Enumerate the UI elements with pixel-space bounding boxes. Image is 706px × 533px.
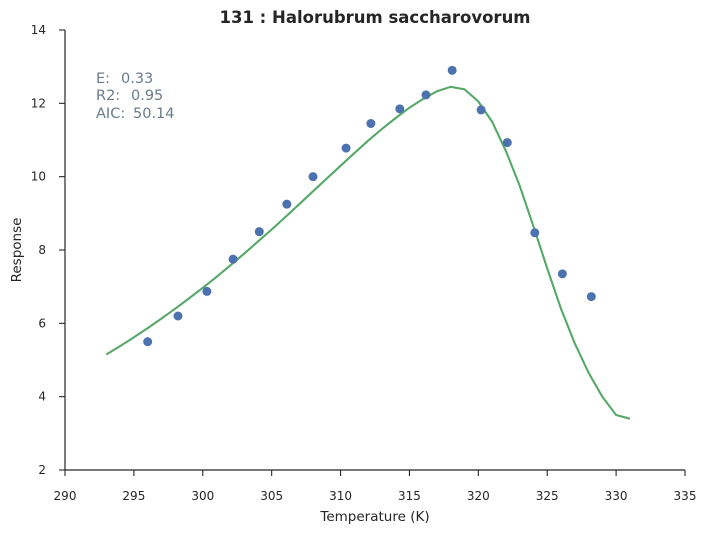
stat-aic-label: AIC: <box>96 106 125 122</box>
fit-curve <box>105 85 631 420</box>
x-tick-label: 325 <box>536 489 559 503</box>
stat-aic-value: 50.14 <box>133 106 175 122</box>
data-point <box>586 292 596 302</box>
y-tick-label: 8 <box>38 243 46 257</box>
y-tick-label: 2 <box>38 463 46 477</box>
data-point <box>447 65 457 75</box>
x-tick-label: 295 <box>122 489 145 503</box>
x-tick-label: 300 <box>191 489 214 503</box>
stat-e-value: 0.33 <box>121 71 153 87</box>
fit-statistics: E: 0.33 R2: 0.95 AIC: 50.14 <box>96 71 175 122</box>
x-ticks: 290 295 300 305 310 315 320 325 330 335 <box>54 470 697 503</box>
data-point <box>395 104 405 114</box>
stat-aic: AIC: 50.14 <box>96 106 175 122</box>
x-tick-label: 310 <box>329 489 352 503</box>
y-tick-label: 6 <box>38 316 46 330</box>
y-ticks: 2 4 6 8 10 12 14 <box>31 23 65 477</box>
data-point <box>557 269 567 279</box>
stat-e-label: E: <box>96 71 110 87</box>
data-point <box>282 199 292 209</box>
data-point <box>308 172 318 182</box>
stat-r2-label: R2: <box>96 88 120 104</box>
y-tick-label: 4 <box>38 390 46 404</box>
data-point <box>173 311 183 321</box>
x-tick-label: 315 <box>398 489 421 503</box>
data-point <box>530 228 540 238</box>
y-axis-title: Response <box>9 218 25 283</box>
x-tick-label: 330 <box>605 489 628 503</box>
y-tick-label: 14 <box>31 23 46 37</box>
data-point <box>341 143 351 153</box>
data-point <box>254 227 264 237</box>
stat-r2-value: 0.95 <box>131 88 163 104</box>
y-tick-label: 12 <box>31 96 46 110</box>
data-points <box>143 65 596 347</box>
data-point <box>202 286 212 296</box>
data-point <box>143 337 153 347</box>
x-tick-label: 320 <box>467 489 490 503</box>
data-point <box>228 254 238 264</box>
x-axis-title: Temperature (K) <box>319 509 429 525</box>
data-point <box>502 138 512 148</box>
chart-title: 131 : Halorubrum saccharovorum <box>219 8 530 27</box>
x-tick-label: 335 <box>674 489 697 503</box>
data-point <box>366 119 376 128</box>
stat-e: E: 0.33 <box>96 71 153 87</box>
data-point <box>476 105 486 115</box>
data-point <box>421 90 431 100</box>
x-tick-label: 305 <box>260 489 283 503</box>
x-tick-label: 290 <box>54 489 77 503</box>
stat-r2: R2: 0.95 <box>96 88 163 104</box>
y-tick-label: 10 <box>31 170 46 184</box>
